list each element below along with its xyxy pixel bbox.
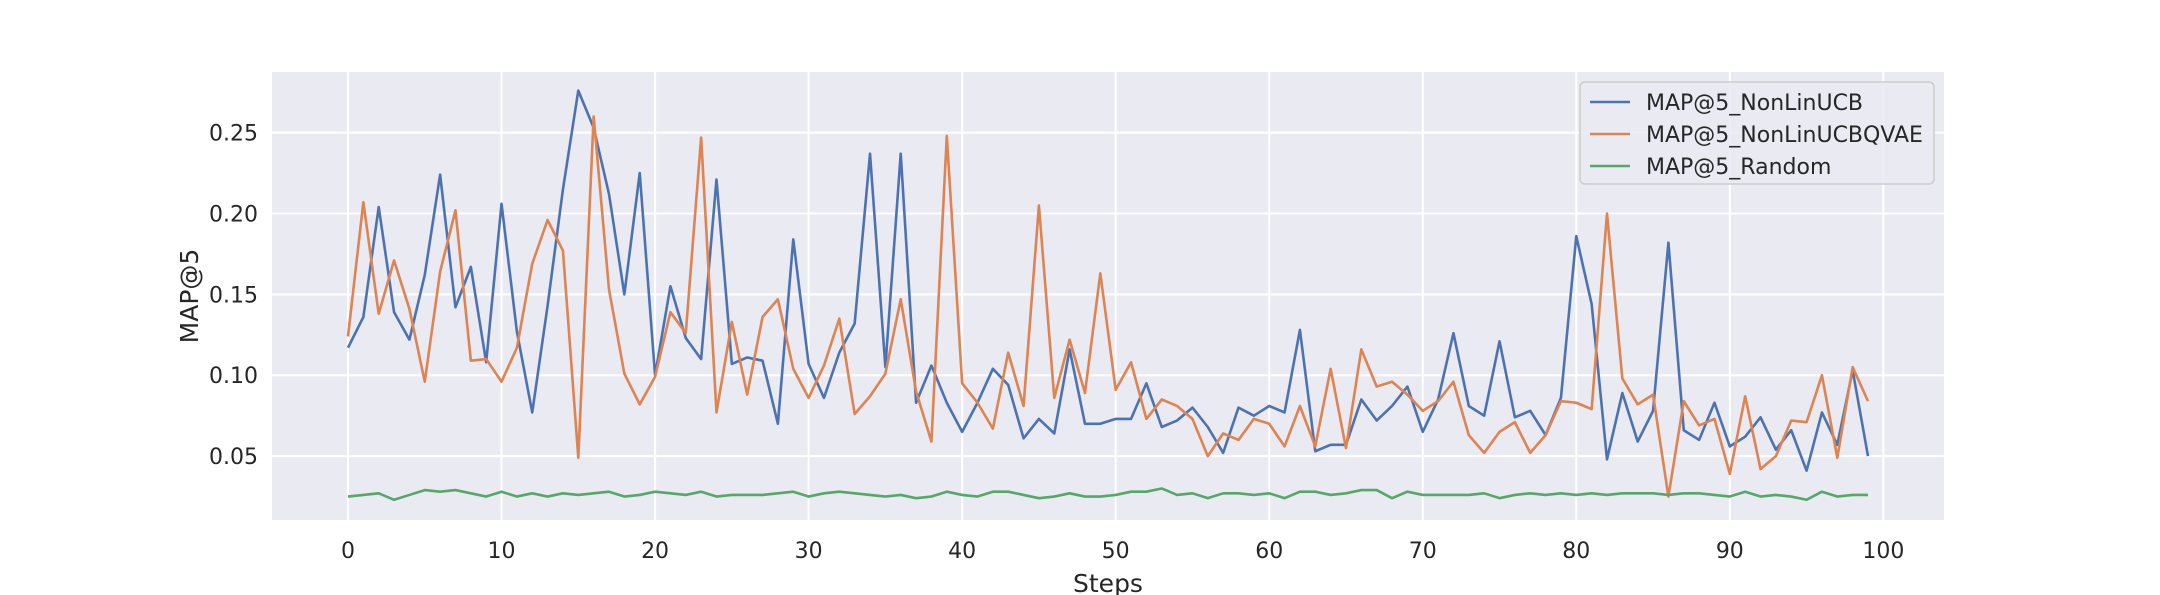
legend: MAP@5_NonLinUCB MAP@5_NonLinUCBQVAE MAP@5_… [1579, 81, 1935, 185]
series-lines [346, 89, 1870, 502]
x-tick-label: 80 [1562, 539, 1590, 564]
x-tick-label: 70 [1409, 539, 1437, 564]
legend-label-2: MAP@5_Random [1646, 155, 1831, 180]
y-tick-label: 0.05 [209, 445, 258, 470]
y-axis-ticks: 0.05 0.10 0.15 0.20 0.25 [209, 122, 258, 470]
x-axis-label: Steps [1073, 569, 1143, 595]
x-tick-label: 30 [795, 539, 823, 564]
legend-label-0: MAP@5_NonLinUCB [1646, 91, 1863, 116]
legend-frame [1579, 81, 1935, 185]
x-tick-label: 90 [1716, 539, 1744, 564]
x-tick-label: 60 [1255, 539, 1283, 564]
series-line-2 [347, 487, 1868, 502]
series-line-1 [346, 115, 1870, 498]
x-tick-label: 50 [1102, 539, 1130, 564]
x-tick-label: 100 [1862, 539, 1904, 564]
legend-label-1: MAP@5_NonLinUCBQVAE [1646, 123, 1923, 148]
x-tick-label: 0 [341, 539, 355, 564]
y-tick-label: 0.10 [209, 364, 258, 389]
y-tick-label: 0.15 [209, 283, 258, 308]
y-tick-label: 0.20 [209, 203, 258, 228]
y-axis-label: MAP@5 [175, 249, 204, 344]
x-tick-label: 20 [641, 539, 669, 564]
x-axis-ticks: 0 10 20 30 40 50 60 70 80 90 100 [341, 539, 1904, 564]
series-line-0 [346, 89, 1870, 472]
x-tick-label: 10 [488, 539, 516, 564]
grid-lines [272, 72, 1944, 520]
y-tick-label: 0.25 [209, 122, 258, 147]
x-tick-label: 40 [948, 539, 976, 564]
